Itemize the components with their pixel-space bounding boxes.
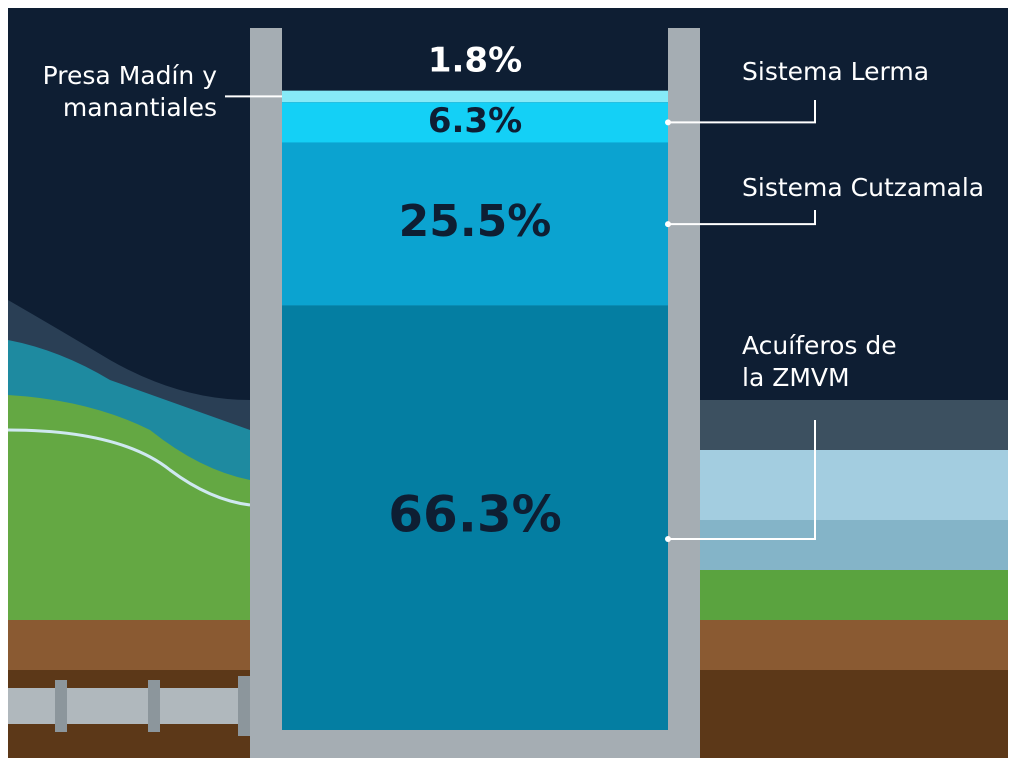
value-label: 25.5% bbox=[399, 196, 552, 247]
segment bbox=[282, 102, 668, 143]
leader-dot bbox=[665, 221, 671, 228]
hill-green bbox=[8, 395, 250, 620]
value-label: 66.3% bbox=[388, 485, 561, 543]
leader-line bbox=[668, 210, 816, 226]
pipe bbox=[8, 688, 258, 724]
leader-line bbox=[668, 420, 816, 541]
pipe-joint bbox=[238, 676, 252, 736]
leader-dot bbox=[665, 119, 671, 126]
water-band bbox=[700, 520, 1008, 570]
legend-label: Presa Madín y manantiales bbox=[42, 61, 217, 122]
river-edge bbox=[7, 428, 251, 507]
segment bbox=[282, 305, 668, 730]
pipe-joint bbox=[55, 680, 67, 732]
water-band bbox=[700, 450, 1008, 520]
legend-label: Acuíferos de la ZMVM bbox=[742, 331, 897, 392]
value-label: 6.3% bbox=[428, 101, 522, 141]
band bbox=[700, 400, 1008, 450]
leader-dot bbox=[665, 536, 671, 543]
pipe-joint bbox=[148, 680, 160, 732]
legend-label: Sistema Cutzamala bbox=[742, 173, 985, 202]
segment bbox=[282, 142, 668, 306]
leader-line bbox=[668, 100, 816, 124]
value-label: 1.8% bbox=[428, 41, 522, 81]
segment bbox=[282, 90, 668, 103]
legend-label: Sistema Lerma bbox=[742, 57, 930, 86]
